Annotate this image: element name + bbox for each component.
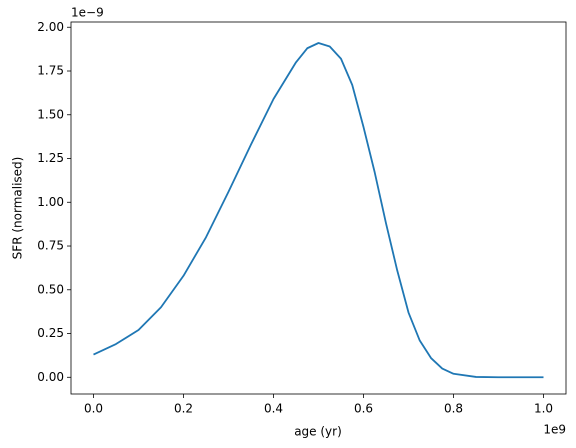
x-tick-label: 0.2 (174, 402, 193, 416)
x-tick-label: 0.8 (444, 402, 463, 416)
y-tick-label: 1.00 (37, 195, 64, 209)
plot-frame (70, 21, 567, 395)
x-offset-label: 1e9 (543, 423, 566, 437)
y-axis-label: SFR (normalised) (11, 157, 25, 260)
y-tick-label: 0.75 (37, 239, 64, 253)
y-tick-label: 0.50 (37, 282, 64, 296)
y-tick-label: 1.50 (37, 107, 64, 121)
x-tick-label: 0.4 (264, 402, 283, 416)
y-tick-label: 2.00 (37, 20, 64, 34)
x-tick-label: 1.0 (534, 402, 553, 416)
y-tick-label: 1.25 (37, 151, 64, 165)
x-tick-label: 0.6 (354, 402, 373, 416)
y-tick-label: 0.25 (37, 326, 64, 340)
y-tick-label: 0.00 (37, 370, 64, 384)
line (93, 42, 544, 379)
y-offset-label: 1e−9 (71, 6, 104, 20)
x-tick-label: 0.0 (84, 402, 103, 416)
x-axis-label: age (yr) (294, 425, 342, 439)
y-tick-label: 1.75 (37, 64, 64, 78)
